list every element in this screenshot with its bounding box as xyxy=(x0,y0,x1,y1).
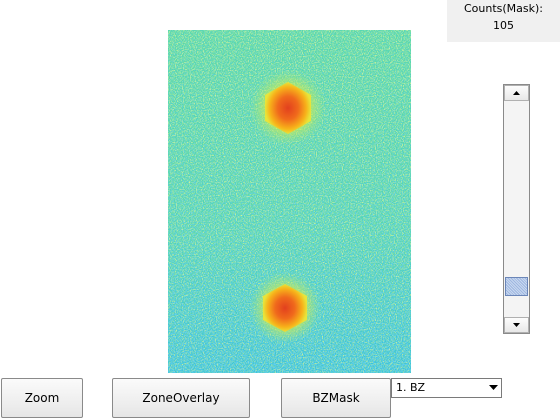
scroll-thumb[interactable] xyxy=(505,277,528,296)
dropdown-value: 1. BZ xyxy=(396,381,426,394)
scrollbar[interactable] xyxy=(503,84,530,334)
scroll-up[interactable] xyxy=(504,85,529,101)
zone-dropdown[interactable]: 1. BZ xyxy=(391,378,502,398)
zoom-button[interactable]: Zoom xyxy=(1,378,83,418)
bzmask-button[interactable]: BZMask xyxy=(281,378,391,418)
scroll-down[interactable] xyxy=(504,317,529,333)
counts-label: Counts(Mask): xyxy=(463,2,544,15)
zone-overlay-button[interactable]: ZoneOverlay xyxy=(112,378,250,418)
counts-value: 105 xyxy=(493,19,514,32)
counts-panel: Counts(Mask): 105 xyxy=(447,0,560,42)
dropdown-arrow xyxy=(489,385,498,390)
